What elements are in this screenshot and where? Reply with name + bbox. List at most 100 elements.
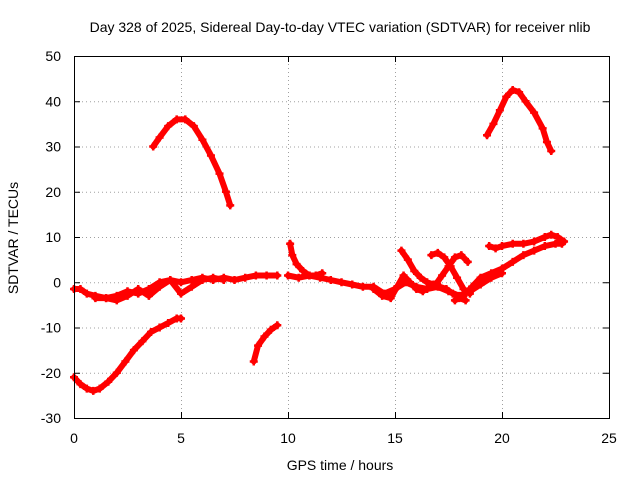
data-point — [294, 273, 303, 282]
data-point — [138, 337, 147, 346]
grid-layer — [74, 56, 609, 418]
data-point — [410, 266, 419, 275]
y-tick-label: 10 — [45, 229, 61, 245]
data-point — [230, 275, 239, 284]
y-tick-label: 30 — [45, 139, 61, 155]
data-point — [547, 147, 556, 156]
data-point — [491, 244, 500, 253]
data-point — [442, 285, 451, 294]
data-point — [547, 230, 556, 239]
data-point — [221, 187, 230, 196]
data-point — [538, 124, 547, 133]
series-arc-d-points — [249, 321, 282, 366]
data-point — [298, 266, 307, 275]
data-point — [412, 285, 421, 294]
data-point — [427, 251, 436, 260]
series-dip-15-points — [369, 271, 434, 303]
data-point — [266, 325, 275, 334]
chart-title: Day 328 of 2025, Sidereal Day-to-day VTE… — [90, 19, 591, 35]
data-point — [508, 257, 517, 266]
data-point — [164, 318, 173, 327]
series-layer — [70, 85, 569, 395]
data-point — [498, 264, 506, 273]
data-point — [450, 253, 459, 262]
y-tick-label: 40 — [45, 93, 61, 109]
data-point — [348, 280, 357, 289]
data-point — [164, 122, 173, 131]
data-point — [144, 285, 153, 294]
data-point — [254, 341, 263, 350]
data-point — [219, 275, 228, 284]
x-tick-label: 10 — [280, 430, 296, 446]
data-point — [457, 251, 466, 260]
data-point — [121, 357, 130, 366]
data-point — [187, 282, 196, 291]
data-point — [521, 97, 530, 106]
series-arc-i-points — [485, 230, 569, 253]
y-tick-label: 50 — [45, 48, 61, 64]
data-point — [311, 271, 320, 280]
data-point — [177, 314, 185, 323]
data-point — [206, 151, 215, 160]
x-tick-label: 25 — [601, 430, 617, 446]
data-point — [262, 271, 271, 280]
data-point — [326, 275, 335, 284]
data-point — [358, 282, 367, 291]
series-arc-c-points — [70, 314, 185, 395]
data-point — [438, 271, 447, 280]
data-point — [560, 237, 569, 246]
series-arc-a-points — [149, 115, 235, 210]
x-tick-label: 20 — [494, 430, 510, 446]
data-point — [155, 323, 164, 332]
data-point — [463, 257, 472, 266]
data-point — [444, 262, 453, 271]
data-point — [166, 275, 175, 284]
data-point — [459, 291, 468, 300]
x-axis-label: GPS time / hours — [287, 457, 394, 473]
data-point — [431, 280, 440, 289]
data-point — [450, 296, 459, 305]
data-point — [403, 255, 412, 264]
data-point — [76, 380, 85, 389]
data-point — [198, 135, 207, 144]
y-tick-label: -20 — [41, 365, 61, 381]
data-point — [448, 289, 457, 298]
data-point — [102, 294, 111, 303]
data-point — [542, 137, 551, 146]
series-arc-h-points — [450, 239, 566, 305]
data-point — [416, 273, 425, 282]
x-tick-label: 15 — [387, 430, 403, 446]
data-point — [502, 92, 511, 101]
data-point — [476, 273, 485, 282]
y-axis-label: SDTVAR / TECUs — [5, 182, 21, 294]
data-point — [187, 275, 196, 284]
data-point — [378, 291, 387, 300]
data-point — [155, 282, 164, 291]
data-point — [91, 294, 100, 303]
data-point — [393, 282, 402, 291]
data-point — [286, 239, 295, 248]
data-point — [508, 239, 517, 248]
data-point — [129, 346, 138, 355]
data-point — [288, 251, 297, 260]
data-point — [241, 273, 250, 282]
data-point — [226, 201, 235, 210]
data-point — [399, 271, 408, 280]
data-point — [553, 233, 562, 241]
data-point — [149, 142, 158, 151]
x-tick-label: 5 — [177, 430, 185, 446]
data-point — [530, 108, 539, 117]
data-point — [453, 273, 462, 282]
y-tick-label: -10 — [41, 320, 61, 336]
data-point — [82, 384, 91, 393]
data-point — [495, 106, 504, 115]
data-point — [508, 85, 517, 94]
data-point — [489, 119, 498, 128]
data-point — [189, 122, 198, 131]
data-point — [215, 169, 224, 178]
data-point — [397, 246, 406, 255]
y-tick-label: -30 — [41, 410, 61, 426]
data-point — [112, 296, 121, 305]
